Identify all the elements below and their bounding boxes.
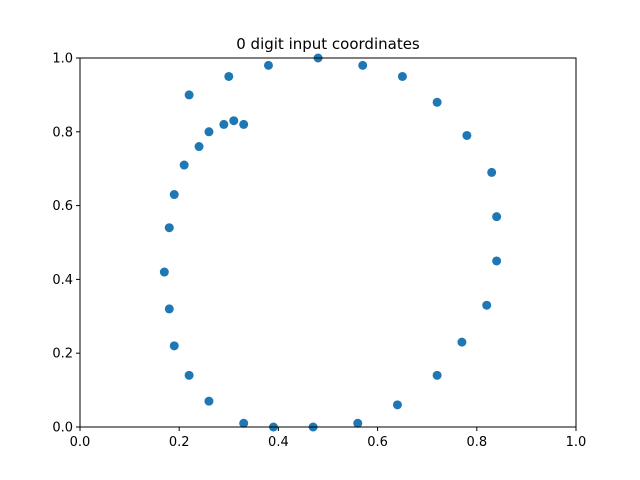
- y-tick-label: 1.0: [52, 52, 73, 67]
- y-tick-label: 0.0: [52, 421, 73, 436]
- x-axis: 0.0 0.2 0.4 0.6 0.8 1.0: [70, 427, 587, 450]
- x-tick-label: 1.0: [566, 435, 587, 450]
- data-point-10: [457, 337, 467, 347]
- data-point-12: [392, 400, 402, 410]
- chart-title: 0 digit input coordinates: [236, 35, 420, 53]
- data-point-32: [263, 60, 273, 70]
- plot-frame: [79, 57, 577, 428]
- data-point-16: [239, 418, 249, 428]
- data-point-22: [164, 223, 174, 233]
- data-point-13: [353, 418, 363, 428]
- data-point-28: [229, 116, 239, 126]
- data-point-31: [224, 71, 234, 81]
- data-point-24: [179, 160, 189, 170]
- data-point-8: [492, 256, 502, 266]
- data-point-19: [169, 341, 179, 351]
- points-layer: [159, 53, 502, 432]
- data-point-3: [397, 71, 407, 81]
- data-point-17: [204, 396, 214, 406]
- data-point-21: [159, 267, 169, 277]
- x-tick-label: 0.0: [70, 435, 91, 450]
- y-tick-label: 0.4: [52, 273, 73, 288]
- data-point-30: [184, 90, 194, 100]
- y-tick-label: 0.6: [52, 199, 73, 214]
- data-point-25: [194, 142, 204, 152]
- data-point-29: [239, 119, 249, 129]
- x-tick-label: 0.4: [268, 435, 289, 450]
- data-point-23: [169, 190, 179, 200]
- data-point-9: [482, 300, 492, 310]
- x-tick-label: 0.8: [466, 435, 487, 450]
- y-tick-label: 0.8: [52, 125, 73, 140]
- data-point-26: [204, 127, 214, 137]
- data-point-2: [358, 60, 368, 70]
- x-tick-label: 0.2: [169, 435, 190, 450]
- data-point-6: [487, 167, 497, 177]
- data-point-7: [492, 212, 502, 222]
- data-point-27: [219, 119, 229, 129]
- x-tick-label: 0.6: [367, 435, 388, 450]
- data-point-4: [432, 97, 442, 107]
- data-point-18: [184, 370, 194, 380]
- data-point-11: [432, 370, 442, 380]
- data-point-20: [164, 304, 174, 314]
- data-point-5: [462, 130, 472, 140]
- y-axis: 0.0 0.2 0.4 0.6 0.8 1.0: [52, 52, 80, 436]
- y-tick-label: 0.2: [52, 347, 73, 362]
